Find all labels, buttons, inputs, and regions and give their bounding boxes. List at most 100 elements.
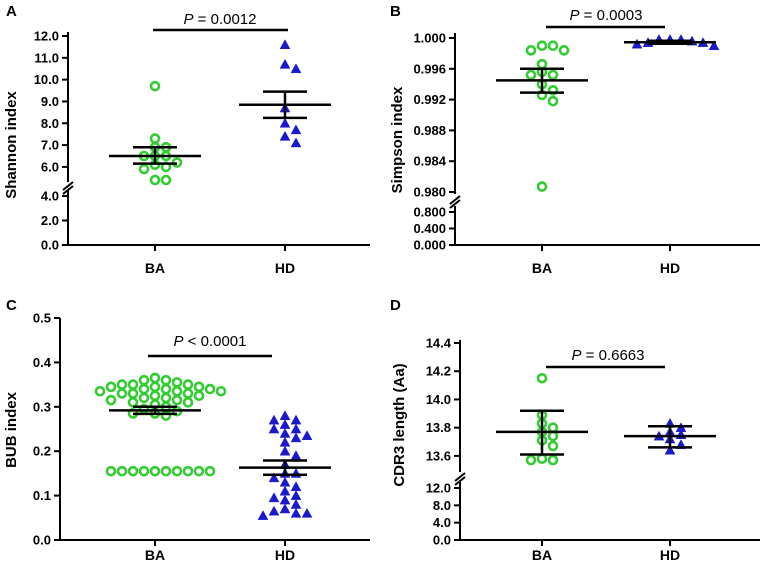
panel-b-point-hd [631, 38, 643, 49]
panel-d-y-tick-label: 14.4 [426, 336, 452, 351]
panel-c-point-ba [138, 383, 150, 395]
panel-b-y-axis-label: Simpson index [389, 86, 406, 193]
panel-d-y-axis-label: CDR3 length (Aa) [391, 363, 408, 486]
panel-a-y-tick-label: 0.0 [41, 238, 59, 253]
panel-d-y-tick-label: 8.0 [433, 498, 451, 513]
panel-c-p-value: P < 0.0001 [174, 333, 247, 350]
panel-c-point-ba [105, 381, 117, 393]
panel-d-category-ba: BA [532, 547, 552, 563]
panel-a-y-tick-label: 11.0 [34, 50, 59, 65]
panel-c-y-tick-label: 0.2 [33, 444, 51, 459]
panel-b-y-tick-label: 0.984 [413, 154, 446, 169]
panel-d-y-tick-label: 12.0 [426, 481, 451, 496]
panel-d-point-ba [525, 454, 537, 466]
panel-c-point-ba [127, 388, 139, 399]
panel-c-point-hd [290, 499, 302, 509]
panel-c-point-ba [171, 394, 183, 406]
panel-c-category-ba: BA [145, 547, 165, 563]
panel-c-point-hd [301, 430, 313, 440]
panel-c-point-ba [160, 392, 172, 404]
panel-c-point-ba [127, 379, 139, 390]
panel-c-point-hd [279, 476, 291, 487]
panel-a-point-hd [279, 130, 291, 141]
panel-letter-c: C [6, 297, 17, 314]
panel-c-y-tick-label: 0.0 [33, 533, 51, 548]
panel-d-point-ba [547, 422, 559, 433]
panel-c-point-ba [182, 379, 194, 390]
panel-c-point-hd [268, 423, 280, 434]
panel-c-point-ba [127, 397, 139, 408]
panel-b-y-tick-label: 1.000 [413, 31, 446, 46]
panel-c-point-ba [160, 410, 172, 421]
panel-a-point-hd [290, 124, 302, 135]
panel-c-point-ba [127, 465, 139, 477]
panel-a-point-ba [149, 174, 161, 186]
panel-c-point-hd [279, 410, 291, 420]
panel-a-y-tick-label: 9.0 [41, 94, 59, 109]
panel-a-point-hd [279, 58, 291, 69]
panel-a-y-tick-label: 12.0 [34, 29, 59, 44]
panel-a-point-hd [279, 117, 291, 128]
panel-d-y-tick-label: 13.8 [426, 420, 451, 435]
panel-c-y-axis-label: BUB index [3, 391, 20, 468]
panel-b-y-tick-label: 0.992 [413, 92, 446, 107]
panel-c-point-hd [301, 507, 313, 518]
panel-d-y-tick-label: 14.2 [426, 364, 451, 379]
panel-c-point-ba [171, 465, 183, 477]
panel-b-p-value: P = 0.0003 [570, 7, 643, 24]
panel-c-point-ba [160, 374, 172, 386]
panel-letter-d: D [390, 297, 401, 314]
panel-d-axis-break-mark [454, 476, 466, 486]
panel-c-point-ba [138, 465, 150, 477]
panel-d-p-value: P = 0.6663 [572, 347, 645, 364]
panel-c-point-ba [149, 372, 161, 384]
panel-b-point-ba [525, 69, 537, 81]
panel-c-point-hd [268, 472, 280, 483]
panel-d-point-ba [536, 453, 548, 465]
panel-c-point-hd [290, 414, 302, 425]
panel-a-y-tick-label: 4.0 [41, 189, 59, 204]
panel-c-point-ba [193, 381, 205, 393]
panel-c: C BUB index P < 0.0001 BA HD 0.0 0.1 0.2 0.… [3, 297, 370, 563]
panel-c-point-ba [204, 383, 216, 395]
panel-c-point-hd [279, 485, 291, 496]
panel-d: D CDR3 length (Aa) P = 0.6663 BA HD 0.0 4… [390, 297, 760, 563]
panel-a-axis-break-mark [62, 185, 74, 195]
panel-c-point-hd [290, 481, 302, 492]
panel-a-y-axis-label: Shannon index [3, 91, 20, 199]
panel-c-point-ba [116, 379, 128, 390]
panel-c-y-tick-label: 0.5 [33, 311, 51, 326]
panel-c-point-hd [290, 507, 302, 518]
panel-c-y-tick-label: 0.4 [33, 355, 52, 370]
panel-c-point-ba [149, 390, 161, 402]
panel-b-y-tick-label: 0.800 [413, 205, 446, 220]
panel-c-point-ba [105, 465, 117, 477]
panel-c-point-ba [105, 394, 117, 406]
panel-d-point-ba [536, 372, 548, 384]
panel-c-point-ba [160, 383, 172, 395]
panel-a-point-hd [290, 137, 302, 148]
panel-c-point-hd [290, 467, 302, 478]
panel-d-category-hd: HD [660, 547, 680, 563]
panel-d-point-ba [547, 440, 559, 452]
panel-b-point-ba [558, 45, 570, 56]
panel-d-y-tick-label: 14.0 [426, 392, 451, 407]
panel-c-point-ba [193, 390, 205, 402]
panel-b: B Simpson index P = 0.0003 BA HD 0.000 0.… [389, 3, 760, 276]
panel-c-point-ba [138, 374, 150, 386]
panel-a: A Shannon index P = 0.0012 BA HD 0.0 2.0 4… [3, 3, 370, 276]
panel-a-y-tick-label: 8.0 [41, 116, 59, 131]
panel-d-y-tick-label: 13.6 [426, 448, 451, 463]
panel-a-point-hd [290, 63, 302, 74]
panel-a-p-value: P = 0.0012 [184, 11, 257, 28]
panel-c-point-ba [204, 465, 216, 477]
panel-c-point-ba [149, 465, 161, 477]
panel-d-y-tick-label: 0.0 [433, 533, 451, 548]
panel-c-point-hd [290, 432, 302, 443]
panel-c-point-hd [279, 419, 291, 429]
panel-b-category-hd: HD [660, 260, 680, 276]
panel-c-point-hd [268, 414, 280, 425]
panel-a-category-ba: BA [145, 260, 165, 276]
panel-c-point-ba [193, 465, 205, 477]
